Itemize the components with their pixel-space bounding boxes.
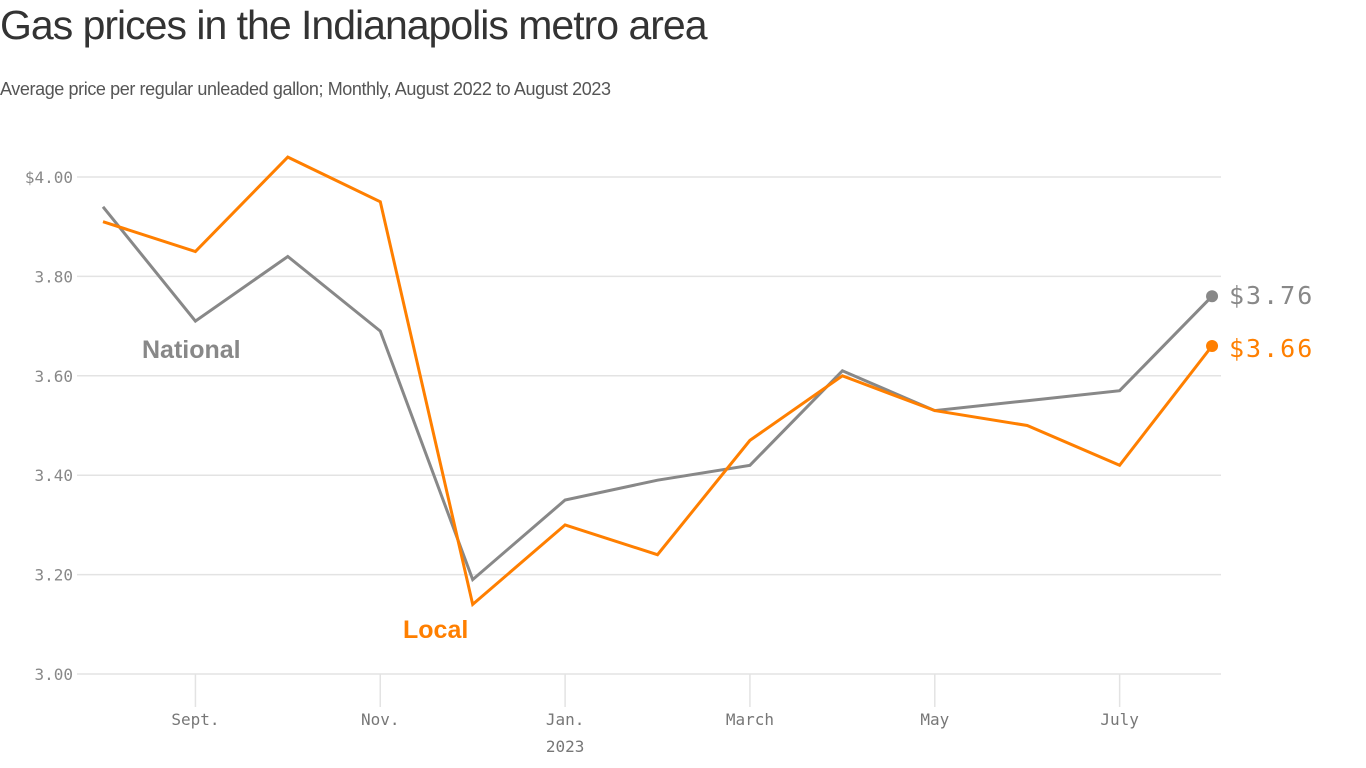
x-axis: Sept. Nov. Jan. 2023 March May July <box>171 674 1139 756</box>
x-tick-label: May <box>920 710 949 729</box>
x-tick-label: Nov. <box>361 710 400 729</box>
y-tick-label: 3.20 <box>34 566 73 585</box>
y-tick-label: 3.00 <box>34 665 73 684</box>
y-tick-label: 3.40 <box>34 466 73 485</box>
gridlines <box>77 176 1221 675</box>
y-tick-label: $4.00 <box>25 168 73 187</box>
y-tick-label: 3.60 <box>34 367 73 386</box>
chart-title: Gas prices in the Indianapolis metro are… <box>0 2 708 48</box>
x-tick-sublabel: 2023 <box>546 737 585 756</box>
series-label-local: Local <box>403 616 468 644</box>
x-tick-label: Sept. <box>171 710 219 729</box>
y-axis: $4.00 3.80 3.60 3.40 3.20 3.00 <box>25 168 73 684</box>
x-tick-label: July <box>1100 710 1139 729</box>
end-point-national <box>1206 290 1219 303</box>
chart-subtitle: Average price per regular unleaded gallo… <box>0 79 611 99</box>
end-value-national: $3.76 <box>1229 281 1314 310</box>
series-line-national <box>101 205 1214 583</box>
y-tick-label: 3.80 <box>34 267 73 286</box>
x-tick-label: Jan. <box>546 710 585 729</box>
end-value-local: $3.66 <box>1229 334 1314 363</box>
x-tick-label: March <box>726 710 774 729</box>
series-label-national: National <box>142 336 241 364</box>
series-lines <box>101 155 1219 608</box>
end-point-local <box>1206 339 1219 352</box>
series-line-local <box>102 155 1214 608</box>
